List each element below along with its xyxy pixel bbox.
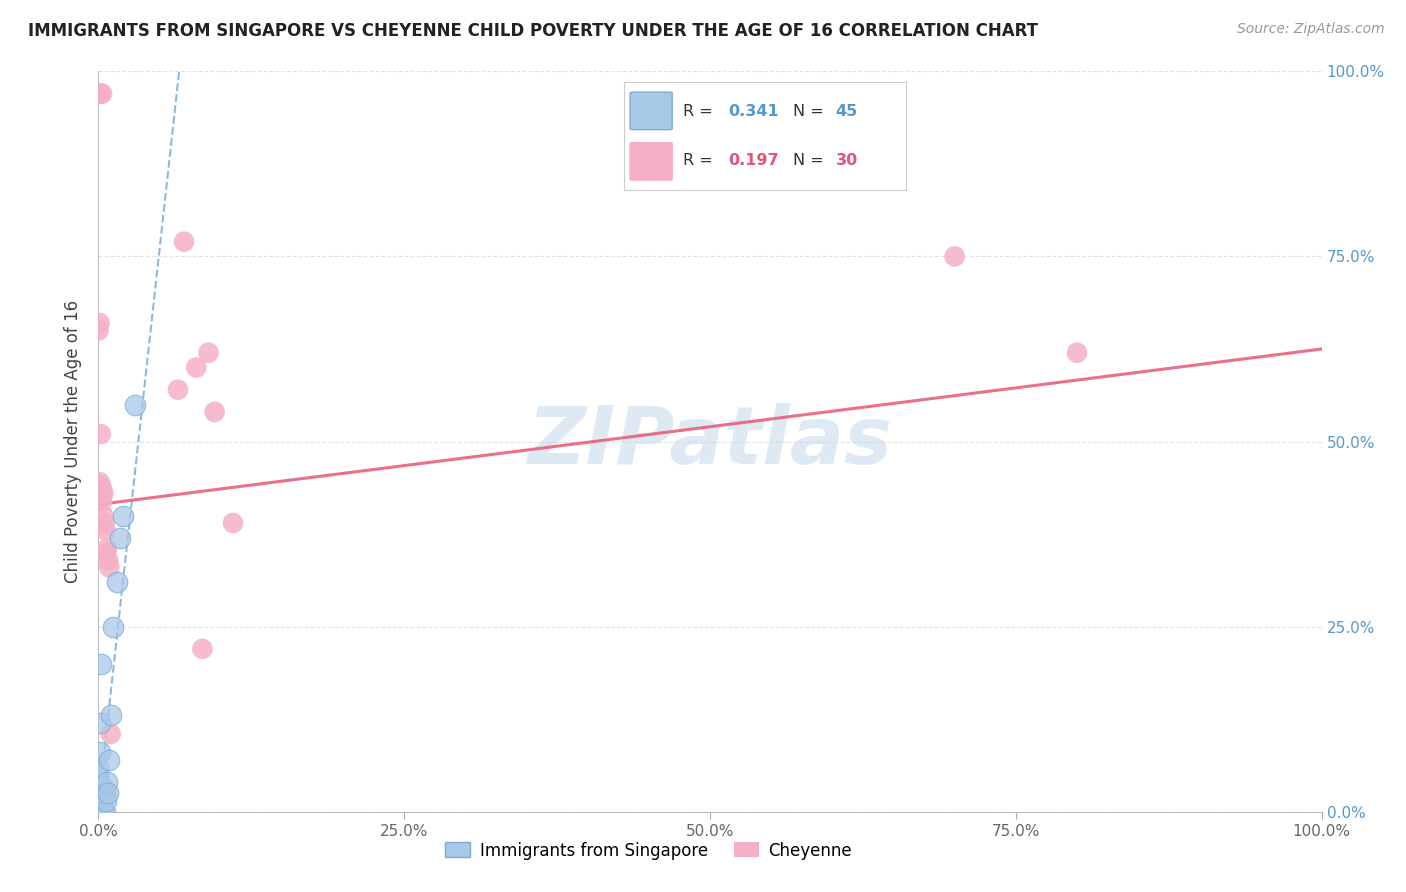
Point	[90, 486, 112, 500]
Point	[87, 779, 110, 793]
Point	[94, 524, 117, 538]
Point	[87, 803, 110, 817]
Point	[89, 794, 111, 808]
Point	[173, 235, 195, 249]
Text: Source: ZipAtlas.com: Source: ZipAtlas.com	[1237, 22, 1385, 37]
Point	[89, 805, 111, 819]
Point	[89, 475, 111, 490]
Point	[91, 805, 114, 819]
Point	[167, 383, 190, 397]
Point	[91, 87, 114, 101]
Point	[89, 782, 111, 797]
Point	[91, 805, 114, 819]
Point	[87, 760, 110, 774]
Point	[93, 805, 115, 819]
Point	[105, 575, 128, 590]
Point	[91, 789, 114, 804]
Text: ZIPatlas: ZIPatlas	[527, 402, 893, 481]
Point	[197, 345, 219, 359]
Point	[90, 805, 112, 819]
Point	[93, 786, 115, 800]
Legend: Immigrants from Singapore, Cheyenne: Immigrants from Singapore, Cheyenne	[439, 835, 859, 866]
Point	[89, 316, 111, 330]
Point	[87, 782, 110, 797]
Point	[943, 250, 966, 264]
Point	[1066, 345, 1088, 359]
Point	[97, 553, 120, 567]
Point	[87, 87, 110, 101]
Point	[111, 508, 134, 523]
Point	[89, 486, 111, 500]
Point	[90, 657, 112, 671]
Point	[87, 794, 110, 808]
Point	[87, 775, 110, 789]
Point	[87, 785, 110, 799]
Point	[87, 797, 110, 812]
Point	[91, 493, 114, 508]
Point	[97, 786, 120, 800]
Point	[91, 483, 114, 497]
Point	[98, 753, 121, 767]
Point	[94, 546, 117, 560]
Point	[87, 796, 110, 810]
Point	[91, 486, 114, 500]
Point	[101, 619, 124, 633]
Point	[87, 791, 110, 805]
Point	[87, 324, 110, 338]
Text: IMMIGRANTS FROM SINGAPORE VS CHEYENNE CHILD POVERTY UNDER THE AGE OF 16 CORRELAT: IMMIGRANTS FROM SINGAPORE VS CHEYENNE CH…	[28, 22, 1038, 40]
Point	[91, 794, 114, 808]
Point	[91, 508, 114, 523]
Point	[94, 794, 117, 808]
Point	[96, 775, 118, 789]
Point	[96, 541, 118, 556]
Point	[222, 516, 245, 530]
Point	[124, 397, 146, 411]
Point	[98, 560, 121, 574]
Point	[87, 802, 110, 816]
Point	[100, 727, 122, 741]
Point	[110, 531, 132, 545]
Point	[191, 641, 214, 656]
Point	[89, 715, 111, 730]
Point	[89, 801, 111, 815]
Point	[91, 779, 114, 793]
Point	[90, 479, 112, 493]
Point	[87, 800, 110, 814]
Point	[90, 427, 112, 442]
Point	[87, 767, 110, 781]
Point	[90, 782, 112, 797]
Point	[204, 405, 226, 419]
Y-axis label: Child Poverty Under the Age of 16: Child Poverty Under the Age of 16	[65, 300, 83, 583]
Point	[89, 797, 111, 812]
Point	[93, 516, 115, 530]
Point	[186, 360, 208, 375]
Point	[89, 87, 111, 101]
Point	[100, 708, 122, 723]
Point	[90, 797, 112, 812]
Point	[89, 87, 111, 101]
Point	[87, 805, 110, 819]
Point	[89, 789, 111, 804]
Point	[87, 798, 110, 813]
Point	[89, 746, 111, 760]
Point	[87, 789, 110, 803]
